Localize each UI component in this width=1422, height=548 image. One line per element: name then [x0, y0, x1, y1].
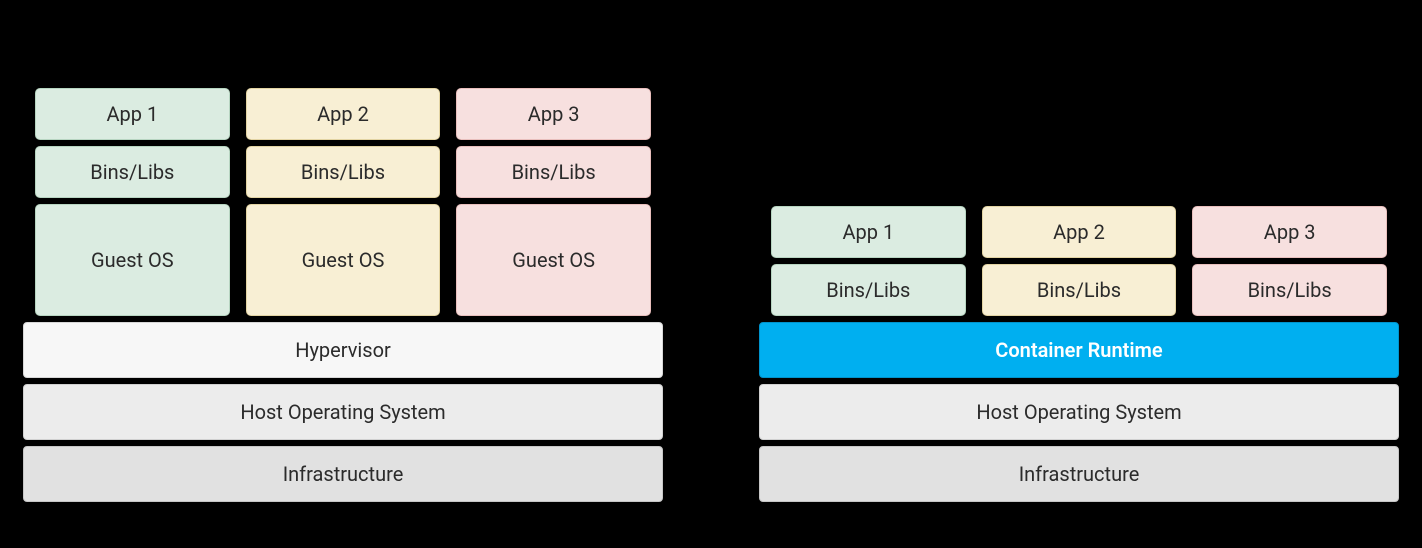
vm-guest-2: Guest OS	[246, 204, 441, 316]
vm-libs-2: Bins/Libs	[246, 146, 441, 198]
container-app-3: App 3	[1192, 206, 1387, 258]
container-runtime: Container Runtime	[759, 322, 1399, 378]
vm-app-1: App 1	[35, 88, 230, 140]
vm-guest-row: Guest OS Guest OS Guest OS	[23, 204, 663, 322]
vm-infrastructure: Infrastructure	[23, 446, 663, 502]
container-stack: App 1 App 2 App 3 Bins/Libs Bins/Libs Bi…	[759, 206, 1399, 508]
vm-guest-1: Guest OS	[35, 204, 230, 316]
container-apps-row: App 1 App 2 App 3	[759, 206, 1399, 264]
container-host-os: Host Operating System	[759, 384, 1399, 440]
container-app-2: App 2	[982, 206, 1177, 258]
vm-layers: Hypervisor Host Operating System Infrast…	[23, 322, 663, 508]
container-libs-3: Bins/Libs	[1192, 264, 1387, 316]
container-layers: Container Runtime Host Operating System …	[759, 322, 1399, 508]
vm-stack: App 1 App 2 App 3 Bins/Libs Bins/Libs Bi…	[23, 88, 663, 508]
vm-app-3: App 3	[456, 88, 651, 140]
container-libs-2: Bins/Libs	[982, 264, 1177, 316]
vm-app-2: App 2	[246, 88, 441, 140]
container-libs-1: Bins/Libs	[771, 264, 966, 316]
vm-apps-row: App 1 App 2 App 3	[23, 88, 663, 146]
vm-libs-row: Bins/Libs Bins/Libs Bins/Libs	[23, 146, 663, 204]
vm-libs-3: Bins/Libs	[456, 146, 651, 198]
vm-hypervisor: Hypervisor	[23, 322, 663, 378]
container-libs-row: Bins/Libs Bins/Libs Bins/Libs	[759, 264, 1399, 322]
vm-guest-3: Guest OS	[456, 204, 651, 316]
vm-libs-1: Bins/Libs	[35, 146, 230, 198]
vm-host-os: Host Operating System	[23, 384, 663, 440]
container-app-1: App 1	[771, 206, 966, 258]
container-infrastructure: Infrastructure	[759, 446, 1399, 502]
